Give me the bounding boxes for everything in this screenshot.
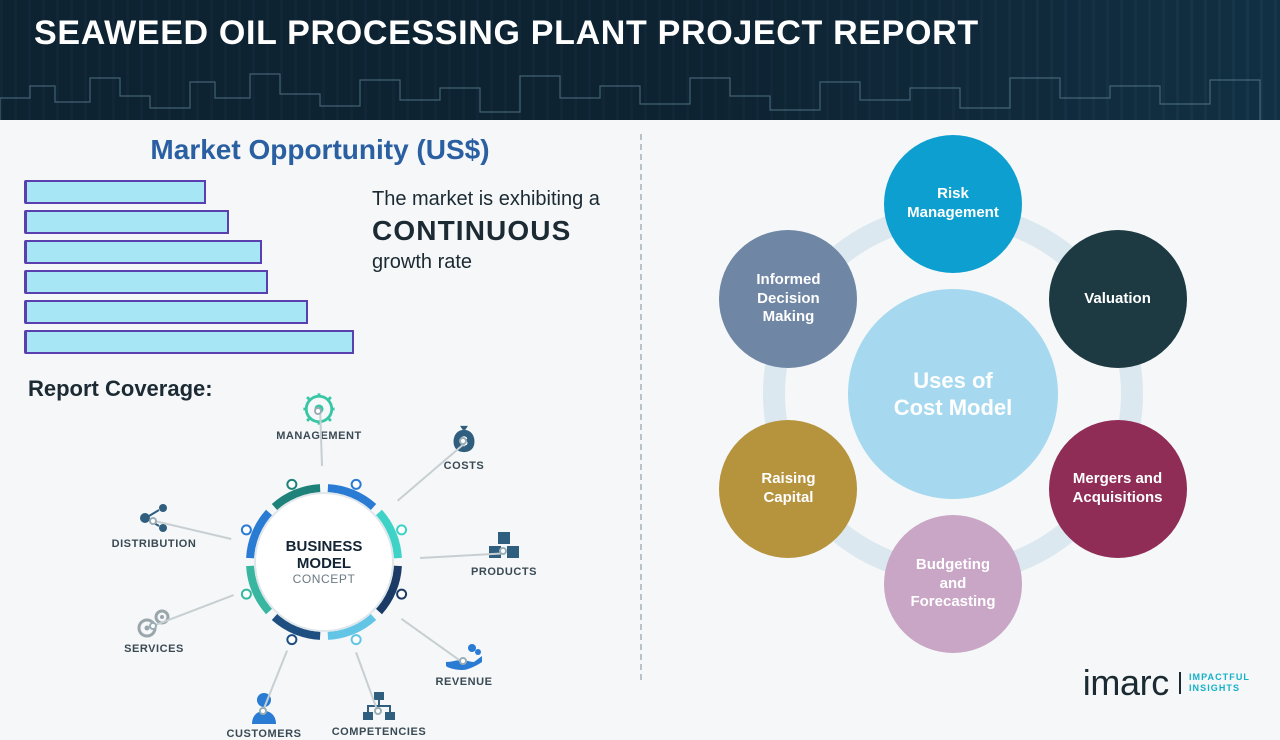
brand-tag2: INSIGHTS <box>1189 683 1250 694</box>
page-title: SEAWEED OIL PROCESSING PLANT PROJECT REP… <box>34 14 979 53</box>
bm-item-label: SERVICES <box>124 643 184 655</box>
bm-item-services: SERVICES <box>99 607 209 655</box>
bm-connector-dot <box>459 657 467 665</box>
market-opportunity-chart <box>24 180 354 354</box>
market-bar <box>24 330 354 354</box>
market-bar <box>24 240 262 264</box>
bm-item-label: PRODUCTS <box>471 566 537 578</box>
bm-center-line2: MODEL <box>297 555 351 572</box>
market-bar <box>24 210 229 234</box>
bm-connector-dot <box>499 547 507 555</box>
bm-item-customers: CUSTOMERS <box>209 692 319 740</box>
growth-line1: The market is exhibiting a <box>372 188 616 211</box>
cost-model-petal: InformedDecisionMaking <box>719 230 857 368</box>
growth-big: CONTINUOUS <box>372 215 616 247</box>
bm-item-label: COSTS <box>444 460 485 472</box>
bm-connector-dot <box>149 622 157 630</box>
cost-model-diagram: Uses ofCost Model RiskManagementValuatio… <box>673 134 1233 694</box>
market-bar <box>24 180 206 204</box>
bm-connector-dot <box>374 707 382 715</box>
market-bar <box>24 270 268 294</box>
market-opportunity-title: Market Opportunity (US$) <box>24 134 616 166</box>
cost-model-petal: BudgetingandForecasting <box>884 515 1022 653</box>
bm-connector-dot <box>314 407 322 415</box>
growth-line3: growth rate <box>372 251 616 274</box>
bm-item-label: CUSTOMERS <box>226 728 301 740</box>
bm-item-competencies: COMPETENCIES <box>324 692 434 738</box>
cost-model-petal: RaisingCapital <box>719 420 857 558</box>
business-model-diagram: BUSINESS MODEL CONCEPT MANAGEMENT$COSTSP… <box>114 392 534 712</box>
bm-item-label: COMPETENCIES <box>332 726 427 738</box>
bm-item-label: REVENUE <box>435 676 492 688</box>
bm-item-costs: $COSTS <box>409 422 519 472</box>
header-banner: SEAWEED OIL PROCESSING PLANT PROJECT REP… <box>0 0 1280 120</box>
market-bar <box>24 300 308 324</box>
brand-tag1: IMPACTFUL <box>1189 672 1250 683</box>
bm-center-sub: CONCEPT <box>293 572 356 586</box>
bm-center-line1: BUSINESS <box>286 538 363 555</box>
skyline-art <box>0 68 1280 120</box>
bm-item-label: DISTRIBUTION <box>112 538 197 550</box>
growth-text: The market is exhibiting a CONTINUOUS gr… <box>372 180 616 354</box>
brand-name: imarc <box>1083 662 1169 704</box>
cost-model-petal: RiskManagement <box>884 135 1022 273</box>
business-model-center: BUSINESS MODEL CONCEPT <box>254 492 394 632</box>
bm-item-distribution: DISTRIBUTION <box>99 502 209 550</box>
cost-model-petal: Valuation <box>1049 230 1187 368</box>
bm-connector-dot <box>149 517 157 525</box>
cost-model-petal: Mergers andAcquisitions <box>1049 420 1187 558</box>
bm-connector-dot <box>259 707 267 715</box>
cost-model-center: Uses ofCost Model <box>848 289 1058 499</box>
bm-connector-dot <box>459 437 467 445</box>
brand-logo: imarc IMPACTFUL INSIGHTS <box>1083 662 1250 704</box>
bm-item-revenue: REVENUE <box>409 642 519 688</box>
